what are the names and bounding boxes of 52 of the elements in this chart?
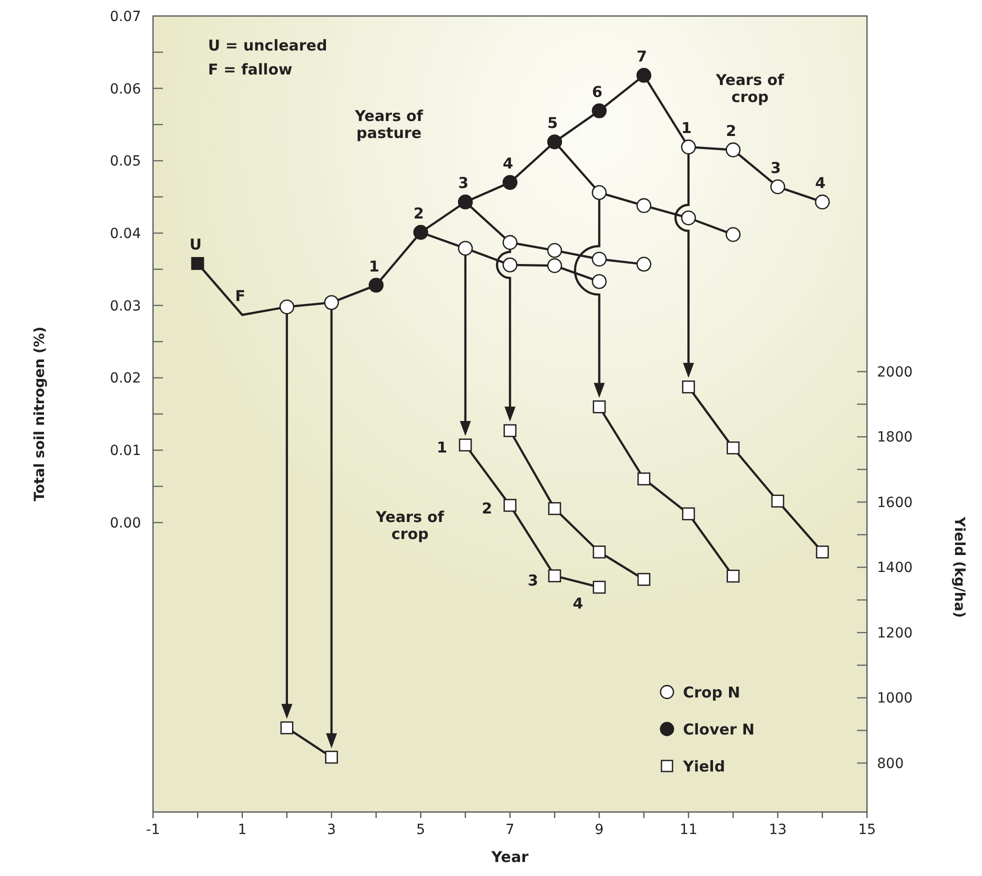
y2-tick-label: 1400 <box>877 560 913 576</box>
annotation: 1 <box>681 119 692 138</box>
y2-tick-label: 1800 <box>877 430 913 446</box>
annotation: 7 <box>636 48 648 66</box>
annotation: 2 <box>414 204 424 223</box>
annotation: 4 <box>815 174 826 192</box>
y-tick-label: 0.00 <box>110 515 141 532</box>
annotation: 3 <box>770 159 781 178</box>
annotation: 1 <box>436 438 448 456</box>
x-tick-label: -1 <box>146 822 160 838</box>
annotation: 3 <box>458 174 469 192</box>
y2-tick-label: 2000 <box>877 364 913 380</box>
annotation: 5 <box>547 114 558 132</box>
x-tick-label: 9 <box>594 822 604 838</box>
annotation: 1 <box>368 257 380 276</box>
y-axis-title: Total soil nitrogen (%) <box>32 326 48 502</box>
y2-tick-label: 1200 <box>877 625 913 642</box>
annotation: 2 <box>726 122 736 140</box>
annotation: 3 <box>528 571 538 590</box>
y-tick-label: 0.04 <box>110 226 142 242</box>
legend-label: Yield <box>682 757 726 776</box>
x-tick-label: 3 <box>327 822 336 838</box>
y-tick-label: 0.02 <box>110 370 141 387</box>
y2-tick-label: 1000 <box>877 690 913 707</box>
annotation: Years of crop <box>374 508 445 543</box>
annotation: Years of pasture <box>354 106 424 142</box>
legend-label: Crop N <box>683 683 740 702</box>
y-tick-label: 0.07 <box>110 8 141 25</box>
x-tick-label: 5 <box>416 822 426 838</box>
y-tick-label: 0.03 <box>110 298 141 314</box>
annotation: F = fallow <box>208 60 292 78</box>
annotation: 4 <box>572 594 584 612</box>
y2-axis-title: Yield (kg/ha) <box>951 516 967 618</box>
x-axis-title: Year <box>490 848 530 866</box>
annotation: 2 <box>482 499 492 518</box>
x-tick-label: 11 <box>680 822 698 838</box>
annotation: Years of crop <box>714 70 785 106</box>
annotation: F <box>235 287 246 306</box>
annotation: 4 <box>502 154 514 173</box>
y-tick-label: 0.01 <box>110 443 141 460</box>
x-tick-label: 15 <box>858 822 876 838</box>
legend-label: Clover N <box>683 720 755 738</box>
annotation: U <box>190 236 202 254</box>
y2-tick-label: 1600 <box>877 494 913 511</box>
y2-tick-label: 800 <box>877 756 904 772</box>
y-tick-label: 0.06 <box>110 81 142 98</box>
y-tick-label: 0.05 <box>110 154 141 170</box>
annotation: 6 <box>592 83 602 102</box>
annotation: U = uncleared <box>208 36 328 54</box>
x-tick-label: 1 <box>238 822 247 838</box>
x-tick-label: 13 <box>768 822 787 838</box>
x-tick-label: 7 <box>506 822 514 838</box>
